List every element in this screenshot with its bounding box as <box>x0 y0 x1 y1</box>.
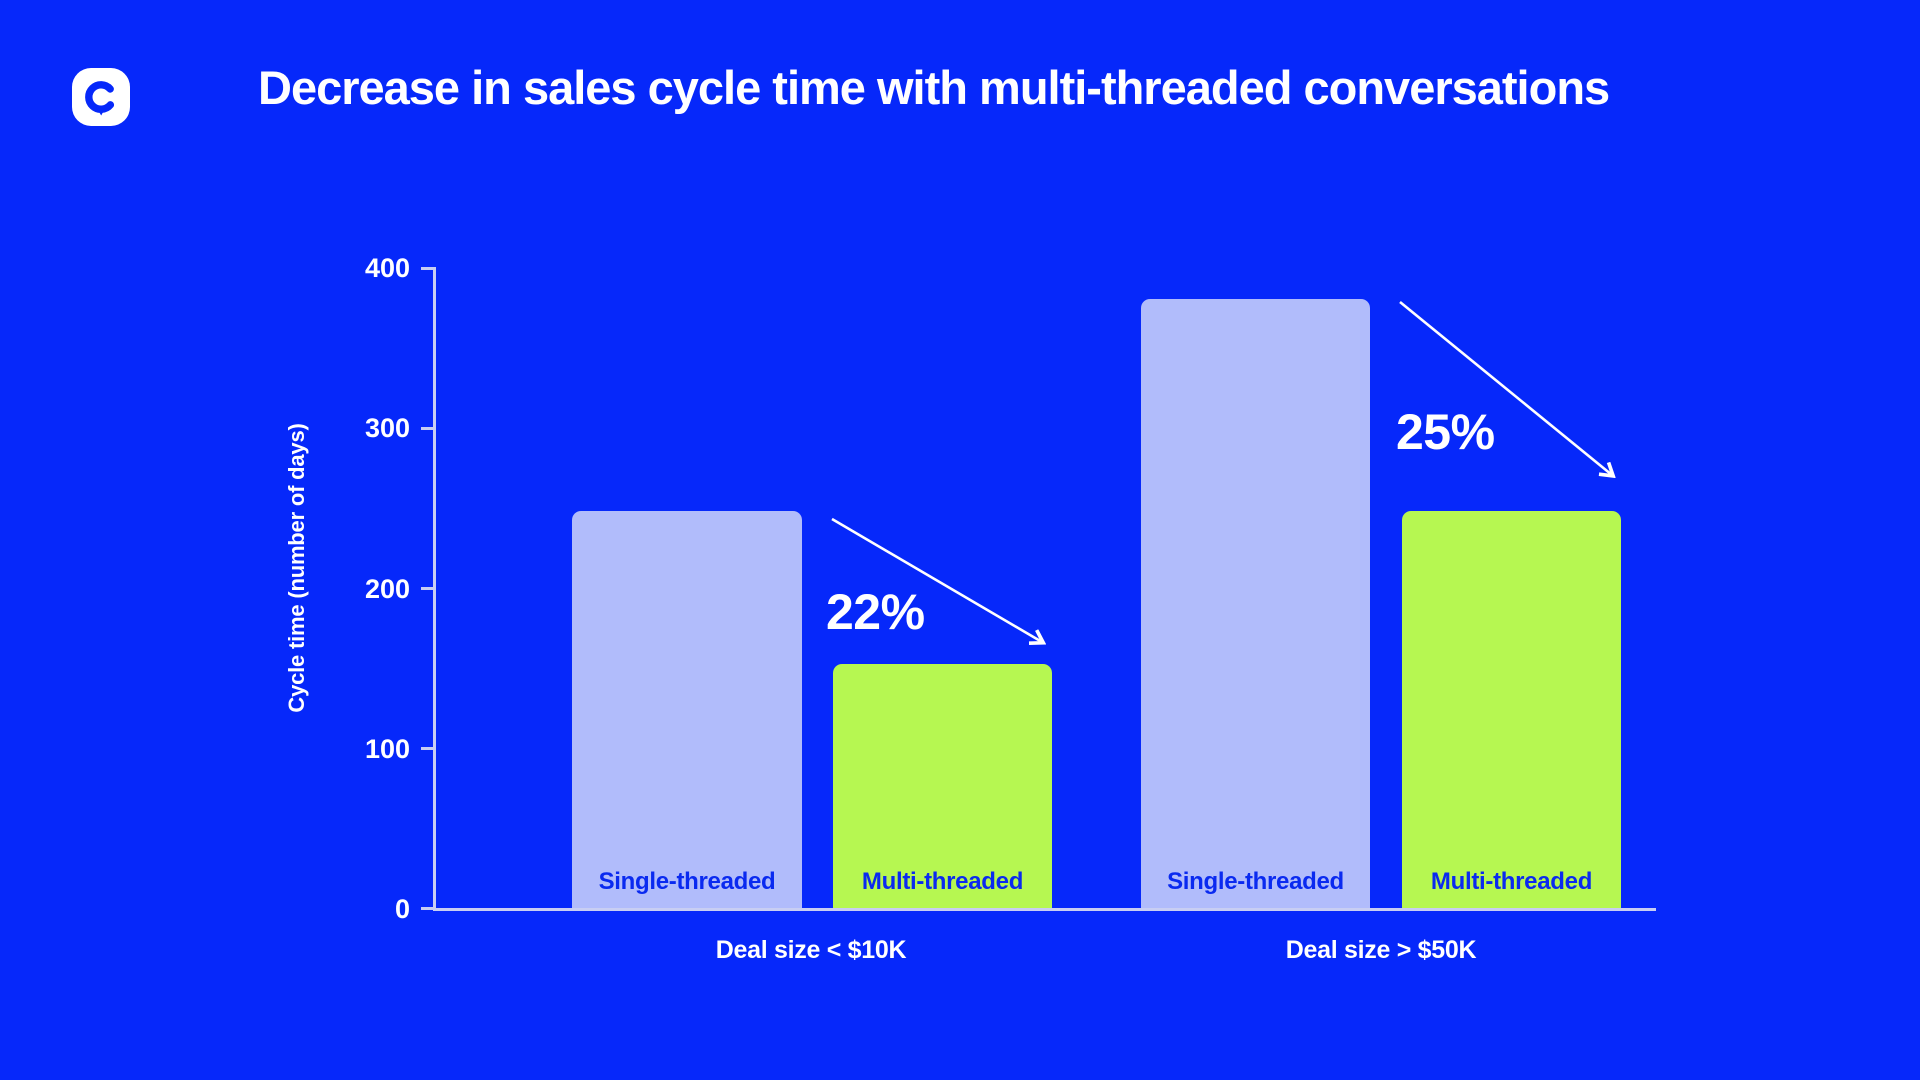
y-tick-mark <box>421 587 435 590</box>
chart-title: Decrease in sales cycle time with multi-… <box>258 61 1610 114</box>
y-tick-label-0: 0 <box>394 894 410 924</box>
close-logo <box>72 68 130 126</box>
y-tick-mark <box>421 907 435 910</box>
y-tick-label-400: 400 <box>364 253 410 283</box>
y-tick-label-100: 100 <box>364 734 410 764</box>
y-tick-mark <box>421 267 435 270</box>
y-tick-label-200: 200 <box>364 574 410 604</box>
y-tick-label-300: 300 <box>364 413 410 443</box>
close-logo-icon <box>72 68 130 126</box>
decrease-percent-label-25: 25% <box>1396 404 1495 460</box>
group-label-deal-size-over-50k: Deal size > $50K <box>1285 936 1477 964</box>
bar-label: Multi-threaded <box>1430 868 1593 895</box>
bar-group2-multi-threaded: Multi-threaded <box>1402 511 1621 908</box>
y-axis-line <box>433 267 436 911</box>
bar-group2-single-threaded: Single-threaded <box>1141 299 1370 908</box>
bar-label: Single-threaded <box>1167 868 1344 895</box>
y-tick-mark <box>421 427 435 430</box>
bar-group1-multi-threaded: Multi-threaded <box>833 664 1052 908</box>
bar-label: Multi-threaded <box>861 868 1024 895</box>
group-label-deal-size-under-10k: Deal size < $10K <box>715 936 907 964</box>
x-axis-line <box>433 908 1656 911</box>
decrease-percent-label-22: 22% <box>826 584 925 640</box>
bar-group1-single-threaded: Single-threaded <box>572 511 802 908</box>
y-tick-mark <box>421 747 435 750</box>
bar-label: Single-threaded <box>598 868 776 895</box>
